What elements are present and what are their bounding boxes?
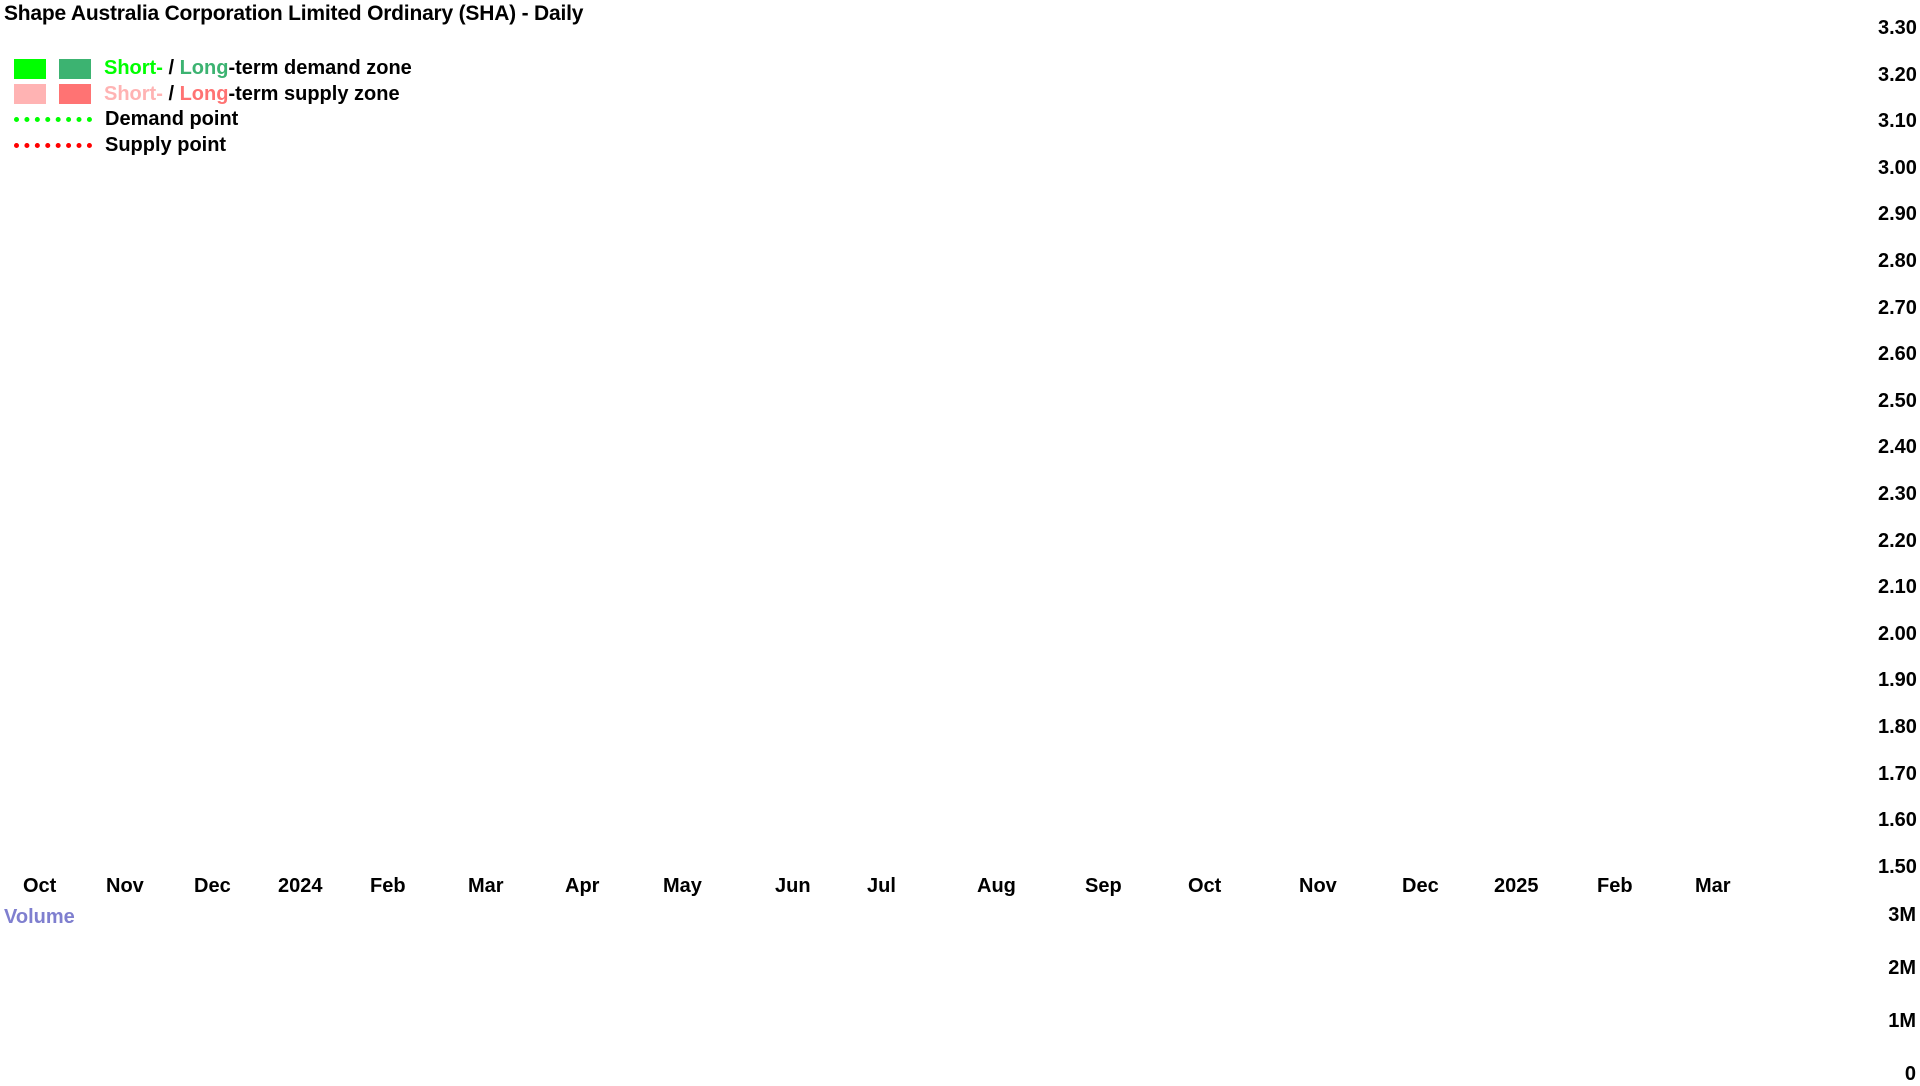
- short-demand-swatch: [14, 58, 46, 79]
- month-tick-label: Sep: [1085, 875, 1122, 897]
- month-tick-label: 2025: [1494, 875, 1539, 897]
- price-tick-label: 1.70: [1878, 762, 1917, 785]
- month-tick-label: May: [663, 875, 702, 897]
- legend-demand-zone: Short- / Long -term demand zone: [14, 56, 412, 82]
- legend-demand-point: Demand point: [14, 107, 412, 133]
- volume-tick-label: 0: [1904, 1063, 1916, 1085]
- supply-point-line-icon: [14, 142, 92, 148]
- price-tick-label: 2.10: [1878, 576, 1917, 599]
- candlesticks: [3, 35, 1776, 857]
- price-tick-label: 1.60: [1878, 809, 1917, 832]
- volume-tick-label: 2M: [1888, 957, 1916, 979]
- month-tick-label: Apr: [565, 875, 600, 897]
- month-tick-label: Aug: [977, 875, 1016, 897]
- long-demand-swatch: [59, 58, 91, 79]
- month-tick-label: Feb: [1597, 875, 1633, 897]
- zone-label: -term demand zone: [228, 57, 412, 79]
- month-tick-label: Nov: [1299, 875, 1337, 897]
- short-label: Short-: [104, 57, 163, 79]
- price-tick-label: 2.80: [1878, 250, 1917, 272]
- zone-label: -term supply zone: [228, 82, 400, 105]
- month-tick-label: Dec: [1402, 875, 1439, 897]
- short-supply-swatch: [14, 84, 46, 105]
- price-tick-label: 3.30: [1878, 17, 1917, 39]
- price-tick-label: 2.70: [1878, 296, 1917, 319]
- month-tick-label: Dec: [194, 875, 231, 897]
- price-tick-label: 2.60: [1878, 343, 1917, 366]
- month-tick-label: Feb: [370, 875, 406, 897]
- month-tick-label: Mar: [468, 875, 504, 897]
- chart-title: Shape Australia Corporation Limited Ordi…: [4, 2, 584, 25]
- month-tick-label: Jul: [867, 875, 896, 897]
- price-tick-label: 2.30: [1878, 483, 1917, 505]
- price-tick-label: 1.50: [1878, 855, 1917, 878]
- short-label: Short-: [104, 82, 163, 105]
- price-tick-label: 3.00: [1878, 156, 1917, 179]
- demand-point-label: Demand point: [105, 108, 239, 130]
- volume-bars: [0, 916, 1775, 1075]
- demand-point-line-icon: [14, 117, 92, 123]
- supply-point-label: Supply point: [105, 133, 227, 156]
- sep-label: /: [162, 57, 180, 79]
- month-tick-label: Oct: [23, 875, 57, 897]
- volume-tick-label: 3M: [1888, 904, 1916, 926]
- long-supply-swatch: [59, 84, 91, 105]
- month-tick-label: Mar: [1695, 875, 1731, 897]
- long-label: Long: [179, 57, 229, 79]
- price-tick-label: 3.10: [1878, 110, 1917, 133]
- price-tick-label: 3.20: [1878, 63, 1917, 86]
- price-tick-label: 2.40: [1878, 436, 1917, 459]
- legend: Short- / Long -term demand zone Short- /…: [14, 56, 412, 158]
- price-tick-label: 2.00: [1878, 622, 1917, 645]
- price-tick-label: 2.50: [1878, 389, 1917, 412]
- legend-supply-point: Supply point: [14, 133, 412, 159]
- zone-bands: [0, 136, 1775, 840]
- price-tick-label: 1.80: [1878, 716, 1917, 738]
- price-tick-label: 2.90: [1878, 203, 1917, 226]
- price-tick-label: 1.90: [1878, 669, 1917, 692]
- volume-tick-label: 1M: [1888, 1010, 1916, 1032]
- month-tick-label: Nov: [106, 875, 144, 897]
- long-label: Long: [179, 82, 229, 105]
- month-tick-label: Oct: [1188, 875, 1222, 897]
- month-tick-label: 2024: [278, 875, 323, 897]
- month-tick-label: Jun: [775, 875, 811, 897]
- legend-supply-zone: Short- / Long -term supply zone: [14, 82, 412, 108]
- sep-label: /: [162, 82, 180, 105]
- volume-title: Volume: [4, 906, 75, 928]
- price-tick-label: 2.20: [1878, 529, 1917, 552]
